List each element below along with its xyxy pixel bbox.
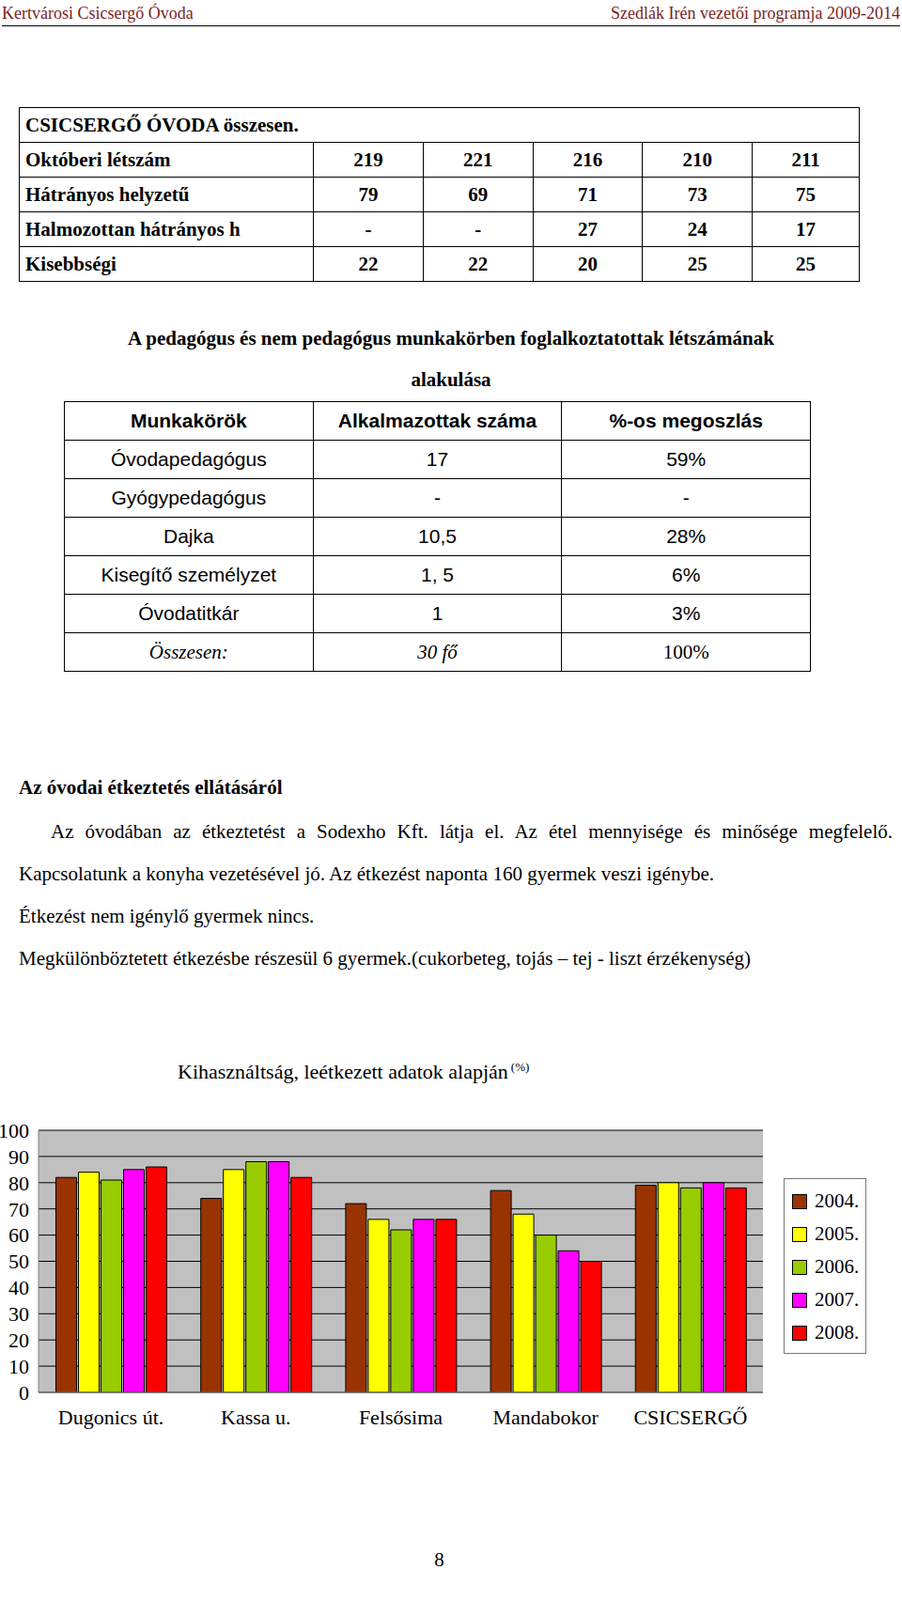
svg-text:Felsősima: Felsősima — [358, 1405, 443, 1430]
html-text:79: 79 — [358, 182, 379, 206]
svg-text:80: 80 — [8, 1171, 30, 1196]
html-text:Gyógypedagógus: Gyógypedagógus — [111, 486, 266, 509]
html-text:24: 24 — [687, 217, 708, 241]
html-text:17: 17 — [795, 217, 816, 241]
html-text:Alkalmazottak száma: Alkalmazottak száma — [338, 409, 537, 432]
svg-text:50: 50 — [8, 1249, 30, 1274]
html-text:Megkülönböztetett étkezésbe ré: Megkülönböztetett étkezésbe részesül 6 g… — [18, 947, 751, 970]
html-text:Szedlák Irén vezetői programja: Szedlák Irén vezetői programja 2009-2014 — [610, 3, 901, 23]
html-text:210: 210 — [682, 147, 713, 171]
html-text:Hátrányos helyzetű: Hátrányos helyzetű — [25, 182, 190, 206]
svg-text:Kassa u.: Kassa u. — [220, 1405, 292, 1430]
svg-text:Dugonics út.: Dugonics út. — [58, 1405, 164, 1430]
svg-text:40: 40 — [8, 1275, 30, 1300]
html-text:Munkakörök: Munkakörök — [130, 409, 247, 432]
html-text:219: 219 — [353, 147, 383, 171]
html-text:71: 71 — [577, 182, 598, 206]
html-text:2005.: 2005. — [814, 1222, 860, 1245]
html-text:22: 22 — [358, 252, 379, 275]
html-text:216: 216 — [572, 147, 603, 171]
html-text:Kertvárosi Csicsergő Óvoda: Kertvárosi Csicsergő Óvoda — [1, 3, 194, 23]
html-text:3%: 3% — [671, 602, 701, 624]
html-text:Óvodapedagógus: Óvodapedagógus — [110, 448, 267, 470]
html-text:69: 69 — [468, 182, 488, 206]
html-text:10,5: 10,5 — [418, 525, 457, 547]
svg-text:10: 10 — [8, 1354, 30, 1379]
html-text:22: 22 — [468, 252, 488, 275]
html-text:Dajka: Dajka — [163, 525, 214, 547]
html-text:Októberi létszám: Októberi létszám — [25, 147, 171, 171]
html-text:Étkezést nem igénylő gyermek n: Étkezést nem igénylő gyermek nincs. — [18, 904, 315, 928]
svg-text:0: 0 — [18, 1381, 30, 1405]
html-text:2006.: 2006. — [814, 1255, 860, 1278]
html-text:2008.: 2008. — [814, 1321, 860, 1344]
html-text:Összesen:: Összesen: — [149, 640, 229, 663]
svg-text:20: 20 — [8, 1328, 30, 1353]
html-text:17: 17 — [426, 448, 449, 470]
html-text:%-os megoszlás: %-os megoszlás — [609, 409, 763, 432]
html-text:2007.: 2007. — [814, 1288, 860, 1311]
html-text:75: 75 — [795, 182, 816, 206]
html-text:Kisebbségi: Kisebbségi — [25, 252, 117, 275]
html-text:Az óvodában az étkeztetést a S: Az óvodában az étkeztetést a Sodexho Kft… — [18, 820, 893, 886]
html-text:28%: 28% — [666, 525, 706, 547]
html-text:Kihasználtság, leétkezett adat: Kihasználtság, leétkezett adatok alapján… — [177, 1059, 530, 1084]
html-text:1, 5: 1, 5 — [420, 563, 454, 586]
html-text:73: 73 — [687, 182, 708, 206]
html-text:2004.: 2004. — [814, 1189, 860, 1213]
html-text:6%: 6% — [671, 563, 701, 586]
html-text:20: 20 — [577, 252, 598, 275]
svg-text:30: 30 — [8, 1302, 30, 1326]
svg-text:90: 90 — [8, 1145, 30, 1169]
html-text:8: 8 — [434, 1548, 445, 1571]
html-text:Halmozottan hátrányos h: Halmozottan hátrányos h — [25, 217, 241, 241]
svg-text:60: 60 — [8, 1223, 30, 1247]
html-text:211: 211 — [791, 147, 821, 171]
html-text:alakulása: alakulása — [410, 368, 492, 391]
html-text:27: 27 — [577, 217, 598, 241]
html-text:25: 25 — [687, 252, 708, 275]
svg-text:70: 70 — [8, 1197, 30, 1222]
html-text:100%: 100% — [663, 640, 710, 663]
html-text:Az óvodai étkeztetés ellátásár: Az óvodai étkeztetés ellátásáról — [18, 776, 283, 799]
html-text:25: 25 — [795, 252, 816, 275]
html-text:Óvodatitkár: Óvodatitkár — [138, 602, 240, 624]
html-text:1: 1 — [431, 602, 443, 624]
html-text:A pedagógus és nem pedagógus m: A pedagógus és nem pedagógus munkakörben… — [127, 326, 775, 350]
svg-text:100: 100 — [7, 1119, 30, 1143]
html-text:221: 221 — [463, 147, 493, 171]
html-text:Kisegítő személyzet: Kisegítő személyzet — [101, 563, 277, 586]
svg-text:Mandabokor: Mandabokor — [492, 1405, 599, 1430]
html-text:CSICSERGŐ ÓVODA összesen.: CSICSERGŐ ÓVODA összesen. — [25, 113, 299, 136]
html-text:59%: 59% — [666, 448, 706, 470]
html-text:30 fő: 30 fő — [417, 640, 458, 663]
svg-text:CSICSERGŐ: CSICSERGŐ — [633, 1405, 747, 1430]
